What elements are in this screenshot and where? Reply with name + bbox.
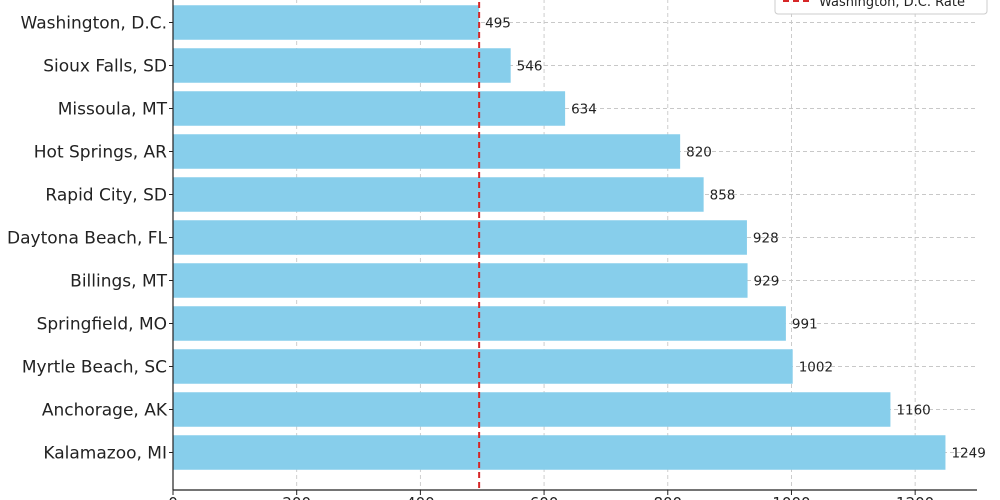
x-tick-label: 600 (530, 494, 559, 500)
bar-value-label: 820 (686, 145, 712, 161)
bar-value-label: 1002 (799, 360, 833, 376)
bar (173, 134, 681, 169)
x-tick-label: 1000 (772, 494, 810, 500)
category-label: Sioux Falls, SD (43, 57, 167, 77)
category-label: Washington, D.C. (21, 14, 167, 34)
x-tick-label: 400 (406, 494, 435, 500)
bars (173, 5, 946, 470)
bar (173, 220, 747, 255)
bar (173, 91, 566, 126)
bar (173, 5, 480, 40)
bar-value-label: 858 (710, 188, 736, 204)
category-label: Missoula, MT (58, 100, 168, 120)
category-label: Springfield, MO (37, 315, 167, 335)
category-label: Anchorage, AK (42, 401, 168, 421)
axes (169, 0, 977, 495)
category-label: Daytona Beach, FL (7, 229, 167, 249)
bar (173, 263, 748, 298)
bar (173, 392, 891, 427)
x-tick-label: 200 (282, 494, 311, 500)
bar-value-label: 634 (571, 102, 597, 118)
category-label: Rapid City, SD (45, 186, 167, 206)
legend-entry-label: Washington, D.C. Rate (819, 0, 965, 10)
category-label: Hot Springs, AR (34, 143, 167, 163)
bar (173, 177, 704, 212)
category-label: Kalamazoo, MI (43, 444, 167, 464)
labels: 495 Washington, D.C. 546 Sioux Falls, SD 634… (7, 14, 986, 500)
bar-value-label: 1160 (896, 403, 930, 419)
bar-value-label: 928 (753, 231, 779, 247)
bar (173, 48, 511, 83)
bar-value-label: 929 (754, 274, 780, 290)
legend: Washington, D.C. Rate (774, 0, 988, 15)
bar-value-label: 495 (485, 16, 511, 32)
bar (173, 435, 946, 470)
bar-value-label: 546 (517, 59, 543, 75)
legend-box (774, 0, 988, 15)
bar-value-label: 991 (792, 317, 818, 333)
bar (173, 349, 793, 384)
category-label: Billings, MT (70, 272, 167, 292)
bar-value-label: 1249 (951, 446, 985, 462)
category-label: Myrtle Beach, SC (22, 358, 167, 378)
x-tick-label: 800 (653, 494, 682, 500)
x-tick-label: 1200 (896, 494, 934, 500)
x-tick-label: 0 (168, 494, 178, 500)
